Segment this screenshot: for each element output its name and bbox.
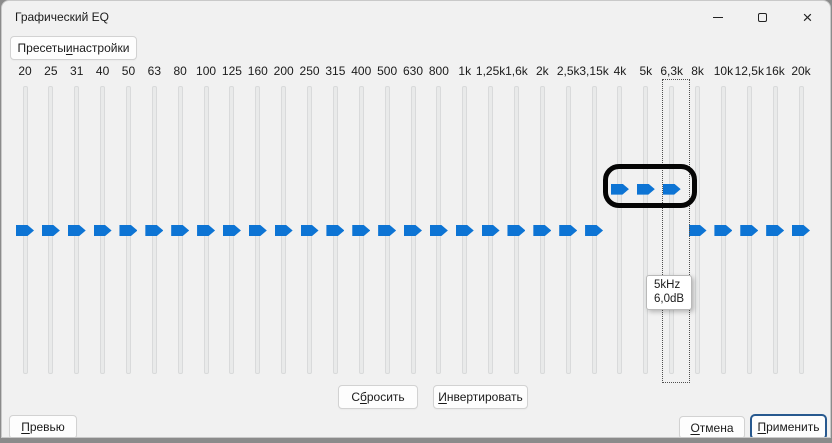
eq-band-thumb[interactable] bbox=[740, 225, 759, 236]
eq-band-label: 315 bbox=[325, 64, 346, 78]
titlebar: Графический EQ × bbox=[2, 1, 830, 33]
eq-band-track[interactable] bbox=[643, 86, 649, 374]
close-icon: × bbox=[802, 7, 813, 27]
eq-band-thumb[interactable] bbox=[248, 225, 267, 236]
slider-tooltip: 5kHz 6,0dB bbox=[646, 275, 693, 310]
eq-band-label: 3,15k bbox=[579, 64, 609, 78]
minimize-icon bbox=[712, 16, 723, 18]
eq-band-label: 12,5k bbox=[734, 64, 764, 78]
tooltip-frequency: 5kHz bbox=[654, 279, 681, 291]
eq-band-label: 5k bbox=[639, 64, 653, 78]
eq-band-thumb[interactable] bbox=[533, 225, 552, 236]
eq-band-thumb[interactable] bbox=[67, 225, 86, 236]
eq-band-label: 40 bbox=[95, 64, 110, 78]
eq-band-thumb[interactable] bbox=[300, 225, 319, 236]
close-button[interactable]: × bbox=[785, 1, 830, 33]
minimize-button[interactable] bbox=[695, 1, 740, 33]
eq-band-thumb[interactable] bbox=[404, 225, 422, 236]
maximize-button[interactable] bbox=[740, 1, 785, 33]
eq-band-thumb[interactable] bbox=[610, 183, 629, 195]
eq-band-label: 1,6k bbox=[505, 64, 528, 78]
eq-band-thumb[interactable] bbox=[636, 183, 655, 195]
eq-band-label: 200 bbox=[273, 64, 294, 78]
eq-band-label: 6,3k bbox=[660, 64, 684, 78]
eq-band-thumb[interactable] bbox=[766, 225, 785, 236]
eq-band-track[interactable] bbox=[669, 86, 675, 374]
eq-band-thumb[interactable] bbox=[41, 225, 60, 236]
eq-band-label: 160 bbox=[247, 64, 268, 78]
eq-band-label: 2k bbox=[535, 64, 549, 78]
presets-and-settings-button[interactable]: Пресеты и настройки bbox=[10, 36, 137, 60]
window-title: Графический EQ bbox=[15, 10, 110, 24]
eq-band-thumb[interactable] bbox=[145, 225, 164, 236]
eq-band-label: 10k bbox=[713, 64, 734, 78]
eq-band-thumb[interactable] bbox=[378, 225, 397, 236]
eq-band-thumb[interactable] bbox=[481, 225, 500, 236]
eq-band-label: 2,5k bbox=[556, 64, 580, 78]
focused-band-outline bbox=[662, 79, 690, 383]
eq-band-label: 800 bbox=[428, 64, 449, 78]
eq-band-label: 80 bbox=[173, 64, 187, 78]
eq-band-label: 125 bbox=[221, 64, 242, 78]
eq-band-thumb[interactable] bbox=[455, 225, 474, 236]
eq-band-track[interactable] bbox=[617, 86, 623, 374]
eq-band-label: 16k bbox=[765, 64, 785, 78]
window-controls: × bbox=[695, 1, 830, 33]
eq-band-label: 1k bbox=[458, 64, 472, 78]
eq-band-thumb[interactable] bbox=[714, 225, 733, 236]
eq-band-label: 1,25k bbox=[475, 64, 506, 78]
eq-band-label: 8k bbox=[691, 64, 704, 78]
eq-band-thumb[interactable] bbox=[688, 225, 707, 236]
eq-band-thumb[interactable] bbox=[197, 225, 216, 236]
eq-band-thumb[interactable] bbox=[119, 225, 138, 236]
eq-band-label: 4k bbox=[613, 64, 627, 78]
eq-band-label: 25 bbox=[44, 64, 58, 78]
eq-band-label: 63 bbox=[147, 64, 162, 78]
eq-band-thumb[interactable] bbox=[171, 225, 190, 236]
eq-band-thumb[interactable] bbox=[16, 225, 34, 236]
eq-band-thumb[interactable] bbox=[352, 225, 371, 236]
eq-band-thumb[interactable] bbox=[93, 225, 112, 236]
eq-band-label: 630 bbox=[402, 64, 424, 78]
eq-band-label: 50 bbox=[121, 64, 136, 78]
eq-band-label: 500 bbox=[377, 64, 398, 78]
eq-band-thumb[interactable] bbox=[792, 225, 810, 236]
eq-band-thumb[interactable] bbox=[507, 225, 526, 236]
eq-band-label: 20 bbox=[18, 64, 32, 78]
eq-band-label: 31 bbox=[70, 64, 84, 78]
eq-band-thumb[interactable] bbox=[559, 225, 578, 236]
eq-band-thumb[interactable] bbox=[274, 225, 293, 236]
eq-band-thumb[interactable] bbox=[662, 183, 681, 195]
maximize-icon bbox=[758, 12, 767, 22]
eq-band-label: 20k bbox=[791, 64, 811, 78]
eq-band-label: 250 bbox=[299, 64, 320, 78]
eq-band-label: 100 bbox=[196, 64, 217, 78]
eq-band-thumb[interactable] bbox=[585, 225, 604, 236]
eq-band-thumb[interactable] bbox=[222, 225, 241, 236]
highlight-annotation bbox=[603, 164, 697, 208]
eq-band-label: 400 bbox=[351, 64, 372, 78]
tooltip-gain: 6,0dB bbox=[654, 293, 685, 305]
eq-band-thumb[interactable] bbox=[429, 225, 448, 236]
eq-band-thumb[interactable] bbox=[326, 225, 345, 236]
